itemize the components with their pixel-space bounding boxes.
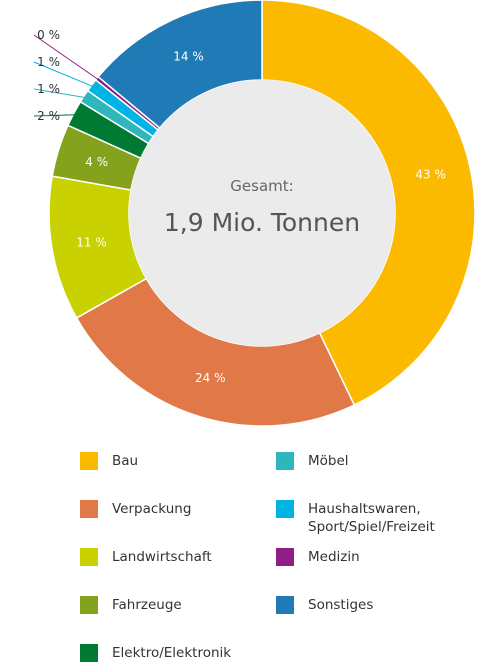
slice-labels: 43 % 24 % 11 % 4 % 2 % 1 % 1 % 0 % 14 % [33, 28, 446, 385]
center-caption: Gesamt: [230, 177, 293, 195]
slice-label-fahrzeuge: 4 % [85, 155, 108, 169]
slice-label-verpackung: 24 % [195, 371, 226, 385]
slice-label-sonstiges: 14 % [173, 49, 204, 63]
center-value: 1,9 Mio. Tonnen [164, 208, 360, 237]
leader-line-elektro-elektronik [33, 114, 77, 117]
slice-label-bau: 43 % [415, 168, 446, 182]
donut-slices [48, 0, 476, 427]
leader-line-haushaltswaren-sport-spiel-freizeit [33, 61, 95, 88]
slice-label-landwirtschaft: 11 % [76, 235, 107, 249]
slice-label-möbel: 1 % [37, 82, 60, 96]
slice-label-medizin: 0 % [37, 28, 60, 42]
donut-center [129, 80, 395, 346]
leader-line-möbel [33, 88, 87, 99]
slice-label-elektro-elektronik: 2 % [37, 109, 60, 123]
slice-label-haushaltswaren-sport-spiel-freizeit: 1 % [37, 55, 60, 69]
leader-line-medizin [33, 34, 100, 81]
